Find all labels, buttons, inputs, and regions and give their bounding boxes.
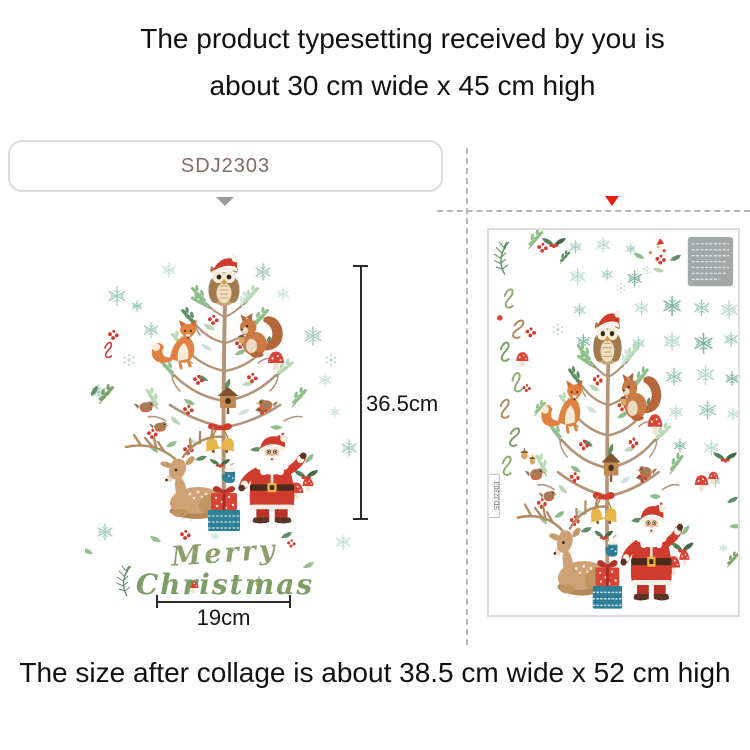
artwork-word-christmas: Christmas — [136, 568, 314, 601]
height-measure-cap-top — [353, 265, 368, 267]
height-measure-cap-bottom — [353, 518, 368, 520]
merry-christmas-lettering: Merry Christmas — [85, 529, 314, 601]
sheet-marker-arrow-icon — [605, 196, 619, 206]
artwork-word-merry: Merry — [169, 534, 278, 572]
width-measure-label: 19cm — [196, 605, 251, 630]
collage-sheet-panel: SDJ2303 — [487, 228, 740, 617]
sku-selector: SDJ2303 — [8, 140, 443, 192]
page-title-line-2: about 30 cm wide x 45 cm high — [209, 70, 596, 101]
typeset-preview-artwork: Merry Christmas — [85, 250, 357, 601]
height-measure-line — [360, 266, 362, 519]
page-title-line-1: The product typesetting received by you … — [140, 23, 665, 54]
dropdown-arrow-icon — [216, 197, 234, 206]
width-measure-cap-right — [289, 595, 291, 608]
collage-sheet-artwork: SDJ2303 — [489, 230, 738, 615]
width-measure-line — [157, 601, 290, 603]
sheet-side-label: SDJ2303 — [489, 473, 501, 518]
height-measure-label: 36.5cm — [366, 391, 439, 416]
footer-size-note: The size after collage is about 38.5 cm … — [19, 657, 731, 688]
edge-decor — [88, 329, 119, 405]
sheet-right-edge-stickers — [694, 452, 738, 568]
svg-text:SDJ2303: SDJ2303 — [494, 482, 501, 510]
sku-value: SDJ2303 — [180, 154, 271, 177]
vertical-dashed-divider — [466, 148, 468, 645]
sheet-cluster-sticker — [633, 235, 681, 276]
sheet-instructions-box — [687, 236, 734, 287]
horizontal-dashed-divider — [437, 210, 750, 212]
width-measure-cap-left — [156, 595, 158, 608]
sheet-left-column-stickers — [493, 230, 572, 476]
